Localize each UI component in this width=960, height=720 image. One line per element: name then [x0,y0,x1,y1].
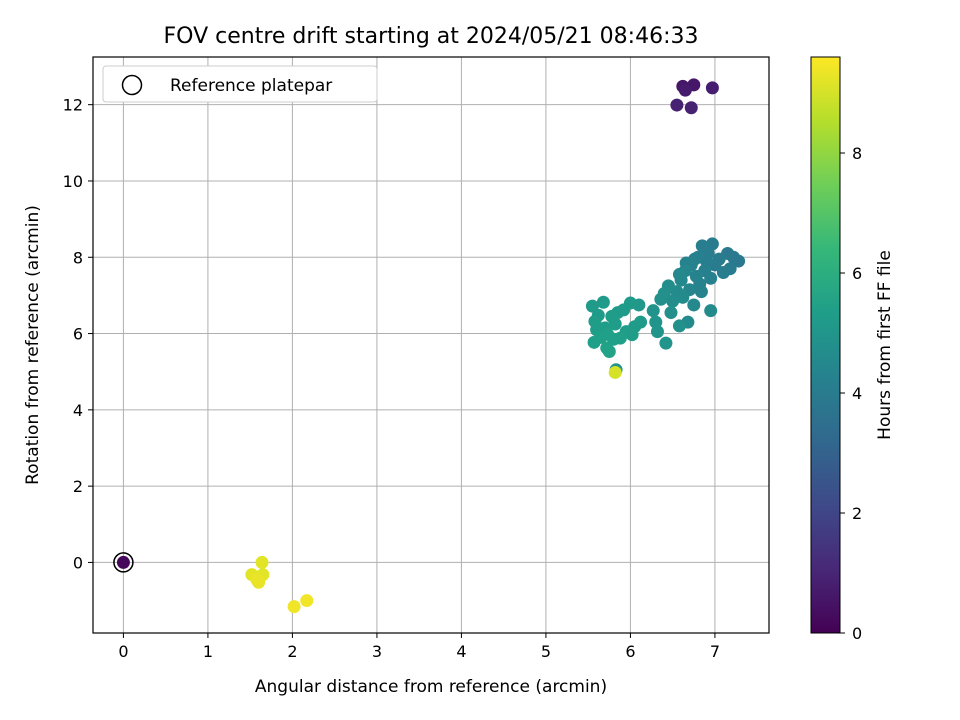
scatter-point [732,254,746,268]
legend: Reference platepar [102,65,378,103]
chart-title: FOV centre drift starting at 2024/05/21 … [164,24,699,49]
colorbar: 0 2 4 6 8 Hours from first FF file [810,56,895,643]
reference-platepar-marker [113,552,134,573]
grid-lines [93,57,769,633]
scatter-point [678,83,692,97]
x-tick-label: 5 [541,642,551,661]
scatter-point [252,575,266,589]
reference-point [116,555,130,569]
colorbar-tick-label: 2 [852,504,862,523]
legend-box [102,65,378,103]
scatter-point [705,81,719,95]
y-tick-label: 8 [73,248,83,267]
legend-label: Reference platepar [170,76,332,96]
scatter-point [623,296,637,310]
x-tick-label: 0 [118,642,128,661]
colorbar-ticks: 0 2 4 6 8 [840,144,862,643]
scatter-point [659,336,673,350]
scatter-point [672,267,686,281]
data-points [245,78,746,614]
colorbar-tick-label: 8 [852,144,862,163]
x-tick-label: 4 [456,642,466,661]
scatter-point [670,98,684,112]
scatter-point [694,285,708,299]
colorbar-tick-label: 0 [852,624,862,643]
y-tick-label: 4 [73,401,83,420]
y-tick-label: 0 [73,553,83,572]
y-tick-label: 12 [63,96,83,115]
colorbar-gradient [810,56,841,634]
scatter-point [602,344,616,358]
x-tick-label: 3 [372,642,382,661]
scatter-point [704,304,718,318]
colorbar-tick-label: 6 [852,264,862,283]
scatter-point [300,594,314,608]
y-tick-label: 10 [63,172,83,191]
scatter-point [701,246,715,260]
x-tick-label: 6 [625,642,635,661]
x-tick-label: 2 [287,642,297,661]
scatter-point [704,271,718,285]
scatter-point [625,328,639,342]
scatter-point [601,327,615,341]
scatter-point [684,101,698,115]
colorbar-tick-label: 4 [852,384,862,403]
scatter-point [634,315,648,329]
scatter-point [605,309,619,323]
scatter-point [613,331,627,345]
scatter-point [666,294,680,308]
scatter-point [716,266,730,280]
scatter-point [672,319,686,333]
plot-frame [92,56,770,634]
x-tick-label: 1 [203,642,213,661]
scatter-point [712,252,726,266]
legend-marker-icon [121,74,143,96]
scatter-point [664,306,678,320]
scatter-point [657,287,671,301]
scatter-point [255,555,269,569]
y-tick-label: 2 [73,477,83,496]
colorbar-title: Hours from first FF file [875,250,895,440]
x-tick-label: 7 [710,642,720,661]
reference-marker-layer [113,552,134,573]
scatter-point [596,295,610,309]
scatter-point [687,298,701,312]
scatter-point [646,304,660,318]
y-tick-label: 6 [73,325,83,344]
y-axis-title: Rotation from reference (arcmin) [23,205,43,485]
x-axis-title: Angular distance from reference (arcmin) [255,677,607,697]
scatter-point [608,365,622,379]
scatter-point [650,325,664,339]
scatter-point [676,290,690,304]
scatter-point [287,600,301,614]
